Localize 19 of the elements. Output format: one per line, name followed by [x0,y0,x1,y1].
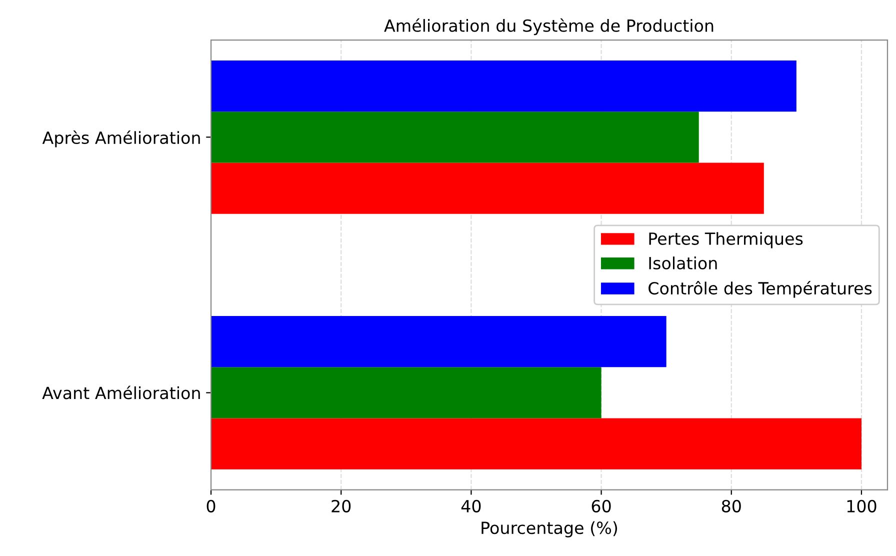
x-tick-label: 60 [592,500,611,512]
bar [211,316,666,368]
x-tick-label: 40 [461,500,481,512]
bar [211,162,764,214]
y-tick-label: Après Amélioration [42,130,200,148]
bar [211,112,699,163]
bar [211,60,796,112]
chart-title: Amélioration du Système de Production [384,18,714,36]
x-tick-label: 100 [847,500,876,512]
x-tick-label: 0 [206,500,216,512]
bar [211,367,602,418]
legend-label: Isolation [649,256,717,270]
legend-label: Pertes Thermiques [649,232,803,248]
bar [211,418,862,470]
x-axis-title: Pourcentage (%) [482,521,618,538]
x-tick-label: 20 [332,500,351,512]
x-tick-label: 80 [722,500,741,512]
y-tick-label: Avant Amélioration [42,386,200,400]
legend-label: Contrôle des Températures [648,281,872,298]
